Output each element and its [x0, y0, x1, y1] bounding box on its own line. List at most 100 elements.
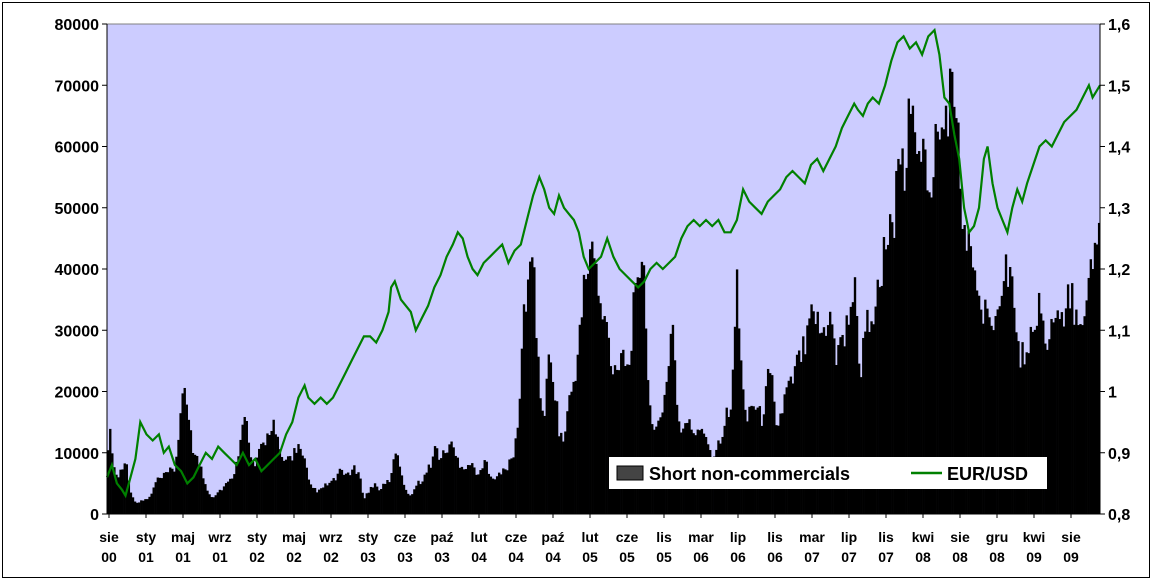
bar [1091, 269, 1095, 514]
bar [222, 486, 226, 514]
bar [1011, 276, 1014, 514]
bar [175, 456, 178, 514]
bar [1077, 325, 1080, 514]
x-month-label: sty [136, 529, 156, 545]
right-tick-label: 1 [1108, 385, 1117, 402]
bar [769, 373, 772, 514]
bar [156, 477, 160, 514]
bar [529, 261, 532, 514]
bar [609, 366, 613, 514]
x-year-label: 07 [804, 549, 820, 565]
bar [857, 363, 861, 514]
bar [330, 480, 333, 514]
bar [574, 380, 577, 514]
x-year-label: 09 [1026, 549, 1042, 565]
bar [144, 499, 147, 514]
bar [479, 470, 482, 514]
bar [965, 250, 968, 514]
x-month-label: sie [1061, 529, 1081, 545]
bar [1046, 349, 1049, 514]
bar [210, 497, 213, 514]
bar [791, 383, 795, 514]
bar [826, 325, 830, 514]
bar [973, 270, 977, 514]
x-month-label: paź [430, 529, 453, 545]
bar [307, 479, 311, 514]
bar [946, 136, 950, 514]
bar [276, 436, 280, 514]
right-tick-label: 1,3 [1108, 201, 1130, 218]
x-year-label: 07 [878, 549, 894, 565]
bar [398, 466, 402, 514]
bar [220, 490, 224, 514]
bar [278, 449, 282, 514]
bar [212, 497, 215, 514]
bar [510, 458, 513, 514]
bar [994, 316, 997, 514]
bar [1089, 259, 1093, 514]
x-year-label: 03 [434, 549, 450, 565]
bar [392, 459, 395, 514]
x-axis: sie 00 sty 01 maj 01 wrz 01 sty 02 maj 02 wrz 02 sty 03… [99, 513, 1100, 565]
bar [797, 350, 801, 514]
bar [326, 485, 329, 514]
bar [843, 346, 846, 514]
x-month-label: sty [358, 529, 378, 545]
bar [990, 325, 993, 514]
right-tick-label: 0,9 [1108, 446, 1130, 463]
left-tick-label: 60000 [55, 140, 100, 157]
bar [491, 478, 495, 514]
x-month-label: lis [767, 529, 783, 545]
bar [880, 285, 884, 514]
bar [133, 501, 137, 514]
x-month-label: lis [656, 529, 672, 545]
bar [371, 487, 375, 514]
bar [866, 309, 869, 514]
bar [1033, 329, 1037, 514]
x-year-label: 06 [693, 549, 709, 565]
bar [580, 317, 584, 514]
right-tick-label: 1,6 [1108, 17, 1130, 34]
bar [342, 474, 346, 514]
bar [1066, 284, 1070, 514]
bar [235, 461, 238, 514]
bar [620, 353, 623, 514]
bar [980, 309, 983, 514]
bar [845, 315, 848, 514]
bar [847, 324, 850, 514]
bar [814, 324, 817, 514]
bar [766, 368, 770, 514]
bar [1017, 341, 1020, 514]
bar [1081, 325, 1084, 514]
bar [1042, 320, 1045, 514]
bar [930, 197, 933, 514]
bar [589, 249, 592, 514]
bar [332, 478, 335, 514]
bar [493, 479, 497, 514]
bar [971, 267, 975, 514]
bar [425, 472, 428, 514]
bar [742, 389, 745, 514]
x-month-label: mar [688, 529, 714, 545]
bar [1004, 254, 1008, 514]
bar [524, 311, 528, 514]
bar [1002, 281, 1006, 514]
bar [1058, 319, 1061, 514]
bar [870, 321, 873, 514]
bar [624, 366, 627, 514]
x-year-label: 09 [1063, 549, 1079, 565]
bar [518, 398, 522, 514]
bar [189, 430, 193, 514]
x-year-label: 01 [212, 549, 228, 565]
bar [1040, 313, 1043, 514]
x-year-label: 00 [101, 549, 117, 565]
eur-usd-line [105, 27, 1101, 499]
bar [1097, 222, 1101, 515]
bar [475, 474, 478, 514]
bar [253, 466, 257, 514]
bar [636, 277, 639, 514]
bar [123, 463, 126, 514]
bar [191, 452, 195, 514]
bar [462, 469, 466, 514]
